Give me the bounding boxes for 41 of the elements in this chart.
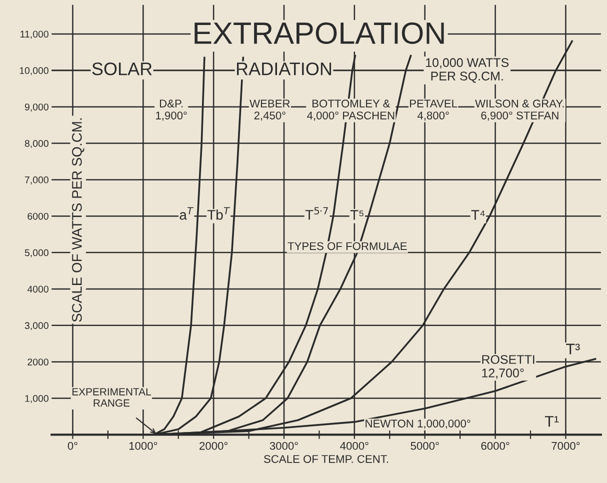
- y-tick-label: 4000: [27, 286, 48, 293]
- y-tick-label: 6000: [28, 212, 48, 220]
- y-tick-label: 9,000: [24, 104, 48, 112]
- series-label: T$^{5·7}$: [305, 207, 328, 220]
- y-tick-label: 5,000: [24, 249, 48, 258]
- annotation: RADIATION: [237, 62, 332, 76]
- y-tick-label: 8,000: [24, 140, 48, 148]
- y-tick-label: 7,000: [24, 176, 48, 184]
- series-label: T⁵: [350, 210, 364, 220]
- series-label: a$^{T}$: [180, 207, 194, 220]
- chart-title: EXTRAPOLATION: [194, 22, 444, 44]
- series-label: T⁴: [471, 210, 485, 220]
- annotation: BOTTOMLEY & 4,000° PASCHEN: [307, 100, 394, 121]
- x-tick-label: 6000°: [481, 442, 510, 450]
- annotation: D&P. 1,900°: [156, 100, 187, 121]
- annotation: PETAVEL 4,800°: [410, 100, 458, 121]
- y-tick-label: 11,000: [20, 30, 48, 39]
- x-tick-label: 3000°: [270, 442, 298, 450]
- ref-line-label: 10,000 WATTS PER SQ.CM.: [426, 58, 509, 83]
- annotation: WILSON & GRAY. 6,900° STEFAN: [475, 100, 564, 121]
- x-tick-label: 7000°: [552, 442, 580, 450]
- annotation: ROSETTI 12,700°: [482, 355, 534, 379]
- y-tick-label: 10,000: [20, 67, 48, 76]
- x-tick-label: 4000°: [340, 442, 368, 450]
- annotation: WEBER 2,450°: [250, 100, 290, 121]
- annotation: EXPERIMENTAL RANGE: [72, 388, 151, 407]
- x-tick-label: 2000°: [200, 442, 228, 450]
- x-tick-label: 0°: [68, 442, 78, 450]
- x-tick-label: 1000°: [129, 442, 158, 450]
- y-axis-title: SCALE OF WATTS PER SQ.CM.: [72, 118, 84, 322]
- y-tick-label: 3,000: [24, 322, 48, 330]
- series-label: T³: [566, 344, 580, 354]
- annotation: TYPES OF FORMULAE: [288, 242, 407, 250]
- y-tick-label: 2000: [28, 358, 48, 366]
- annotation: NEWTON 1,000,000°: [366, 420, 470, 429]
- annotation: SOLAR: [92, 62, 152, 76]
- annotation: T¹: [544, 416, 559, 427]
- y-tick-label: 1,000: [25, 395, 48, 404]
- x-tick-label: 5000°: [410, 442, 439, 450]
- series-label: Tb$^{T}$: [207, 207, 230, 220]
- x-axis-title: SCALE OF TEMP. CENT.: [264, 455, 388, 463]
